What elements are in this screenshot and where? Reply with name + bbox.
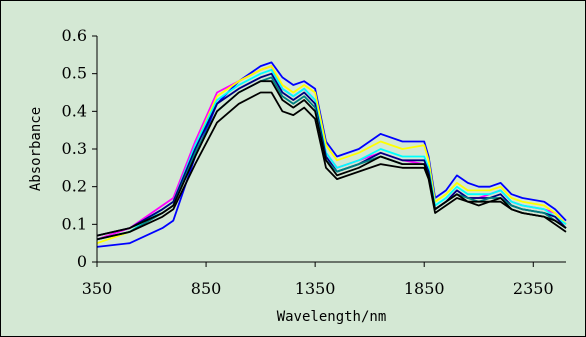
x-tick-label: 2350: [513, 279, 554, 298]
y-tick-label: 0.2: [62, 177, 87, 196]
x-tick-label: 1850: [404, 279, 445, 298]
y-tick-label: 0.4: [62, 101, 87, 120]
x-tick-label: 350: [82, 279, 113, 298]
axis-layer: 0 0.1 0.2 0.3 0.4 0.5 0.6 350 850 1350 1850 2350: [62, 26, 566, 298]
y-tick-label: 0.5: [62, 64, 87, 83]
spectrum-series-4: [96, 69, 567, 241]
spectrum-series-3: [96, 65, 567, 245]
y-axis-label: Absorbance: [28, 107, 44, 191]
y-tick-label: 0.3: [62, 139, 87, 158]
x-axis-label: Wavelength/nm: [277, 309, 387, 325]
spectrum-series-5: [96, 72, 567, 237]
spectrum-series-1: [96, 61, 567, 248]
y-tick-label: 0.6: [62, 26, 87, 45]
x-tick-label: 850: [191, 279, 222, 298]
spectrum-series-7: [96, 80, 567, 237]
y-tick-label: 0: [77, 252, 87, 271]
y-tick-label: 0.1: [62, 214, 87, 233]
spectrum-series-8: [96, 91, 567, 241]
spectrum-series-6: [96, 76, 567, 241]
series-layer: [96, 61, 567, 248]
x-tick-label: 1350: [295, 279, 336, 298]
